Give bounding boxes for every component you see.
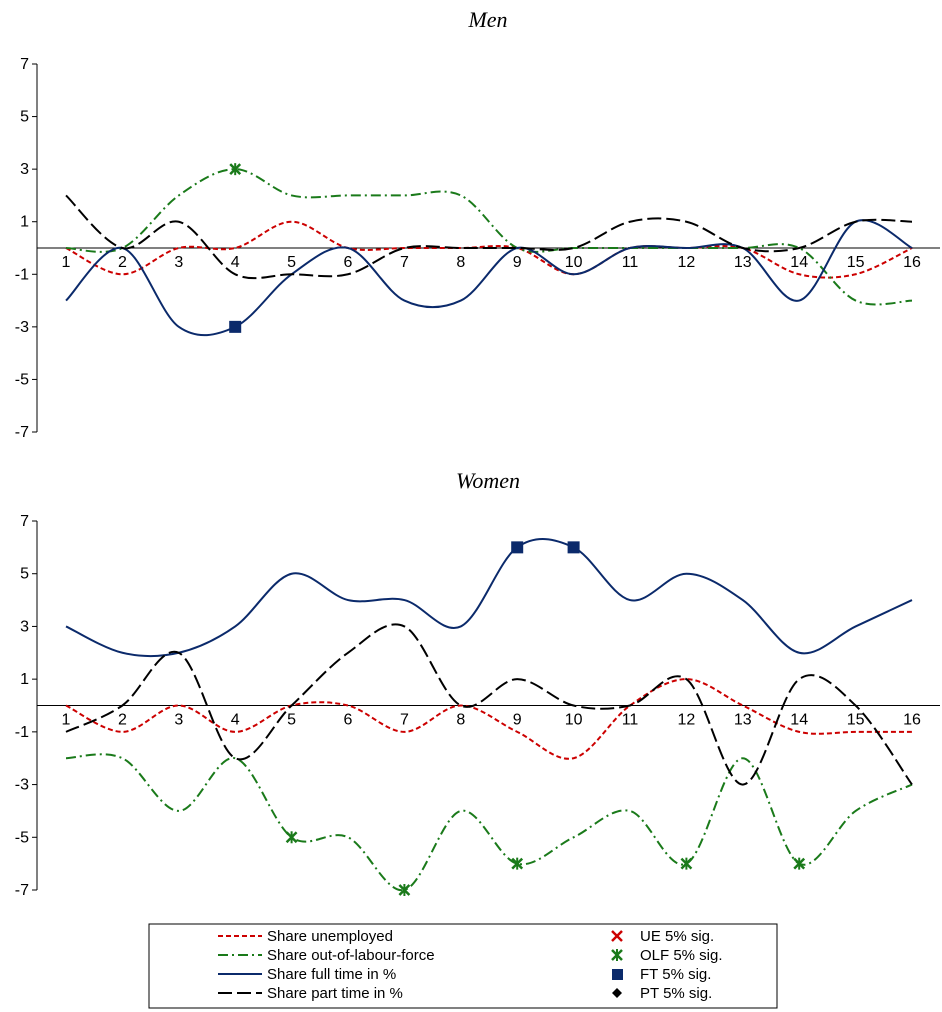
series-line-olf	[65, 753, 913, 892]
x-tick-label: 11	[622, 712, 639, 729]
y-tick-label: -3	[15, 319, 29, 336]
x-tick-label: 4	[231, 712, 240, 729]
y-tick-label: -1	[15, 266, 29, 283]
y-tick-label: -7	[15, 882, 29, 899]
series-line-ue	[65, 678, 912, 760]
x-tick-label: 3	[174, 712, 183, 729]
x-tick-label: 13	[734, 712, 752, 729]
x-tick-label: 15	[847, 712, 865, 729]
x-tick-label: 7	[400, 712, 409, 729]
series-line-pt	[65, 623, 913, 786]
legend-marker-ue	[611, 930, 623, 942]
y-tick-label: 5	[20, 109, 29, 126]
x-tick-label: 1	[62, 254, 71, 271]
legend-marker-label-ft: FT 5% sig.	[640, 966, 711, 983]
legend: Share unemployed Share out-of-labour-for…	[148, 923, 778, 1009]
x-tick-label: 16	[903, 254, 921, 271]
y-tick-label: -3	[15, 777, 29, 794]
legend-marker-label-ue: UE 5% sig.	[640, 928, 714, 945]
x-tick-label: 14	[790, 254, 808, 271]
x-tick-label: 3	[174, 254, 183, 271]
x-tick-label: 9	[513, 712, 522, 729]
x-tick-label: 12	[678, 254, 696, 271]
x-tick-label: 6	[344, 712, 353, 729]
y-tick-label: 1	[20, 671, 29, 688]
marker-olf-sig	[680, 857, 693, 870]
marker-olf-sig	[229, 163, 242, 176]
legend-label-olf: Share out-of-labour-force	[267, 947, 435, 964]
marker-olf-sig	[511, 857, 524, 870]
chart-title: Men	[467, 7, 507, 32]
legend-marker-ft	[612, 969, 623, 980]
x-tick-label: 5	[287, 254, 296, 271]
x-tick-label: 11	[622, 254, 639, 271]
series-line-ue	[65, 220, 913, 279]
marker-olf-sig	[793, 857, 806, 870]
y-tick-label: 7	[20, 56, 29, 73]
series-line-ft	[65, 219, 913, 337]
x-tick-label: 4	[231, 254, 240, 271]
y-tick-label: 5	[20, 566, 29, 583]
y-tick-label: 1	[20, 214, 29, 231]
series-line-pt	[65, 194, 913, 280]
x-tick-label: 15	[847, 254, 865, 271]
y-tick-label: -5	[15, 371, 29, 388]
x-tick-label: 1	[62, 712, 71, 729]
y-tick-label: 3	[20, 618, 29, 635]
legend-marker-label-pt: PT 5% sig.	[640, 985, 712, 1002]
series-line-olf	[65, 168, 913, 306]
y-tick-label: -1	[15, 724, 29, 741]
y-tick-label: 3	[20, 161, 29, 178]
y-tick-label: -7	[15, 424, 29, 441]
legend-frame	[148, 923, 778, 1009]
marker-ft-sig	[567, 541, 580, 554]
series-line-ft	[65, 538, 913, 658]
x-tick-label: 6	[344, 254, 353, 271]
x-tick-label: 13	[734, 254, 752, 271]
legend-marker-label-olf: OLF 5% sig.	[640, 947, 723, 964]
marker-olf-sig	[285, 831, 298, 844]
x-tick-label: 8	[456, 712, 465, 729]
y-tick-label: -5	[15, 829, 29, 846]
marker-ft-sig	[229, 320, 242, 333]
chart-title: Women	[456, 468, 520, 493]
legend-label-ue: Share unemployed	[267, 928, 393, 945]
x-tick-label: 8	[456, 254, 465, 271]
x-tick-label: 5	[287, 712, 296, 729]
marker-olf-sig	[398, 884, 411, 896]
x-tick-label: 2	[118, 712, 127, 729]
x-tick-label: 14	[790, 712, 808, 729]
x-tick-label: 7	[400, 254, 409, 271]
x-tick-label: 16	[903, 712, 921, 729]
legend-label-ft: Share full time in %	[267, 966, 396, 983]
y-tick-label: 7	[20, 513, 29, 530]
legend-marker-olf	[611, 949, 623, 961]
legend-label-pt: Share part time in %	[267, 985, 403, 1002]
x-tick-label: 10	[565, 712, 583, 729]
legend-marker-pt	[612, 988, 622, 998]
x-tick-label: 2	[118, 254, 127, 271]
x-tick-label: 9	[513, 254, 522, 271]
marker-ft-sig	[511, 541, 524, 554]
x-tick-label: 10	[565, 254, 583, 271]
x-tick-label: 12	[678, 712, 696, 729]
